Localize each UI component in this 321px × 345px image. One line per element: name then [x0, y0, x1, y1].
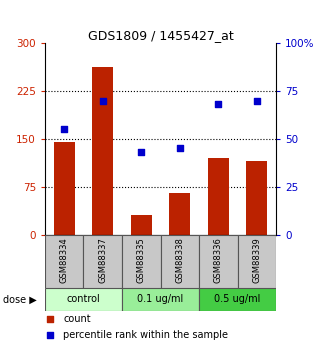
Bar	[92, 67, 113, 235]
Text: 0.5 ug/ml: 0.5 ug/ml	[214, 294, 261, 304]
Bar	[122, 288, 199, 310]
Point	[177, 146, 182, 151]
Bar	[246, 161, 267, 235]
Bar	[54, 142, 75, 235]
Point	[47, 316, 52, 322]
Title: GDS1809 / 1455427_at: GDS1809 / 1455427_at	[88, 29, 233, 42]
Text: percentile rank within the sample: percentile rank within the sample	[64, 330, 229, 340]
Bar	[199, 235, 238, 288]
Bar	[160, 235, 199, 288]
Point	[47, 332, 52, 337]
Text: GSM88336: GSM88336	[214, 237, 223, 283]
Point	[254, 98, 259, 104]
Point	[100, 98, 105, 104]
Text: GSM88339: GSM88339	[252, 237, 261, 283]
Bar	[238, 235, 276, 288]
Bar	[122, 235, 160, 288]
Text: control: control	[66, 294, 100, 304]
Text: dose ▶: dose ▶	[3, 294, 37, 304]
Text: GSM88335: GSM88335	[137, 237, 146, 283]
Point	[216, 102, 221, 107]
Bar	[131, 215, 152, 235]
Bar	[45, 288, 122, 310]
Text: GSM88334: GSM88334	[60, 237, 69, 283]
Bar	[45, 235, 83, 288]
Point	[62, 127, 67, 132]
Bar	[208, 158, 229, 235]
Bar	[199, 288, 276, 310]
Point	[139, 149, 144, 155]
Text: GSM88338: GSM88338	[175, 237, 184, 283]
Text: GSM88337: GSM88337	[98, 237, 107, 283]
Text: 0.1 ug/ml: 0.1 ug/ml	[137, 294, 184, 304]
Bar	[169, 193, 190, 235]
Bar	[83, 235, 122, 288]
Text: count: count	[64, 314, 91, 324]
